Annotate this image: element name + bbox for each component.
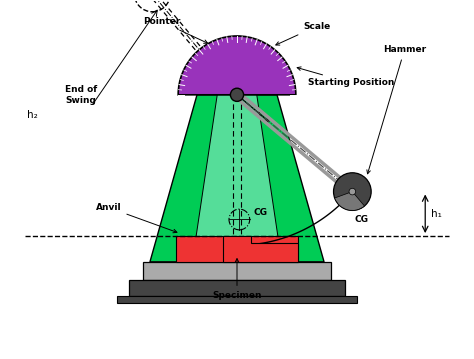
Text: Scale: Scale (276, 22, 330, 45)
Circle shape (349, 188, 356, 195)
Text: CG: CG (355, 215, 369, 224)
Text: Anvil: Anvil (96, 203, 177, 233)
Text: h₁: h₁ (431, 209, 442, 219)
Polygon shape (223, 236, 298, 262)
Polygon shape (143, 262, 331, 280)
Polygon shape (129, 280, 345, 296)
Text: Starting Position: Starting Position (297, 67, 394, 87)
Wedge shape (178, 36, 296, 95)
Polygon shape (176, 236, 298, 262)
Text: h₂: h₂ (27, 110, 37, 120)
Polygon shape (117, 296, 357, 303)
Text: Hammer: Hammer (367, 46, 426, 174)
Text: Pointer: Pointer (143, 17, 208, 43)
Circle shape (230, 88, 244, 101)
Text: End of
Swing: End of Swing (65, 85, 98, 104)
Polygon shape (150, 95, 324, 262)
Wedge shape (335, 192, 365, 210)
Polygon shape (192, 95, 282, 262)
Text: Specimen: Specimen (212, 258, 262, 300)
Circle shape (334, 173, 371, 210)
Text: CG: CG (254, 208, 267, 217)
